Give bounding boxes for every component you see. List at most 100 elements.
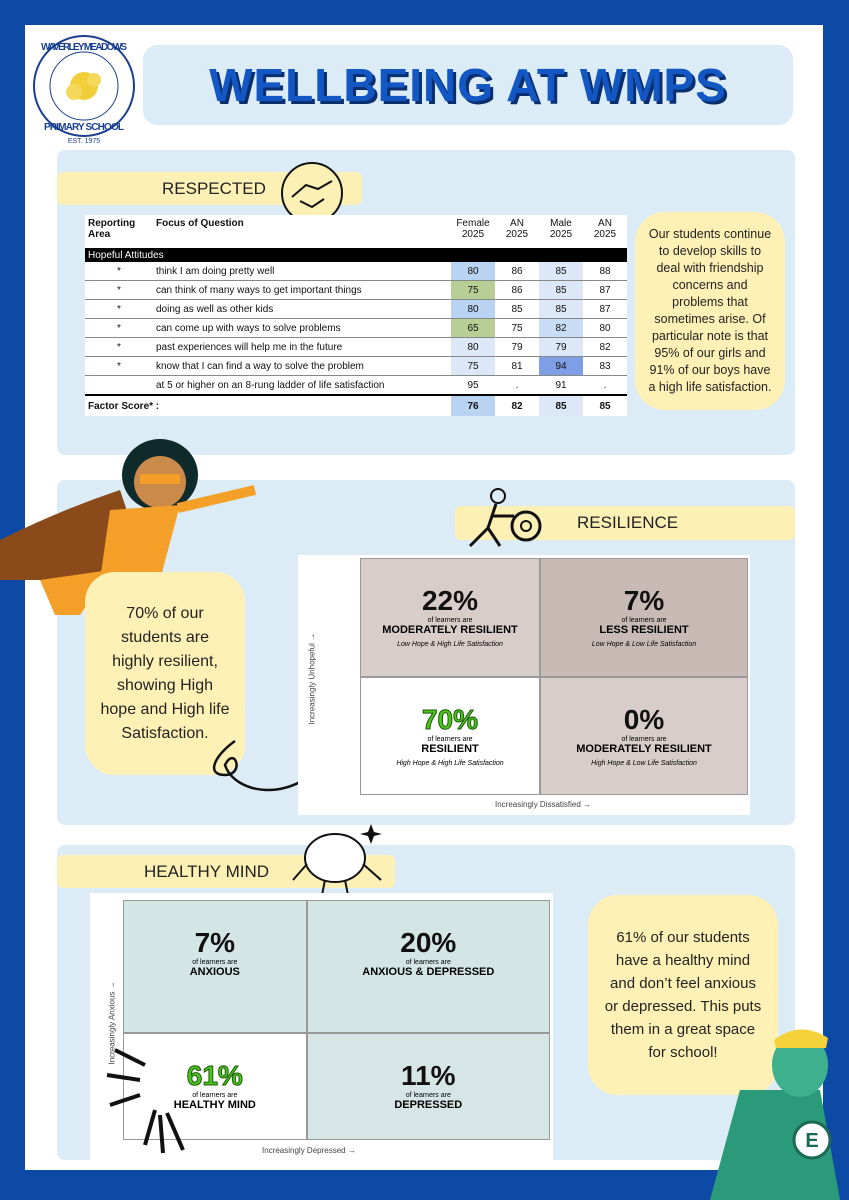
value-cell: 82: [539, 318, 583, 338]
quadrant: 22% of learners are MODERATELY RESILIENT Lo…: [360, 558, 541, 677]
data-row: * doing as well as other kids 80 85 85 87: [85, 299, 627, 319]
question-cell: at 5 or higher on an 8-rung ladder of li…: [156, 379, 385, 391]
value-cell: 79: [511, 341, 523, 353]
value-cell: 75: [451, 280, 495, 300]
quadrant-pre: of learners are: [427, 617, 473, 624]
question-cell: past experiences will help me in the fut…: [156, 341, 343, 353]
quadrant-sub: Low Hope & High Life Satisfaction: [397, 641, 503, 648]
marker-cell: *: [117, 360, 121, 372]
footer-value: 82: [511, 400, 523, 412]
gear-icon: [468, 488, 542, 548]
resilience-quadrants: 22% of learners are MODERATELY RESILIENT Lo…: [360, 558, 748, 795]
marker-cell: *: [117, 341, 121, 353]
value-cell: 85: [539, 262, 583, 281]
marker-cell: *: [117, 322, 121, 334]
quadrant: 7% of learners are ANXIOUS: [123, 900, 307, 1033]
footer-row: Factor Score* : 76 82 85 85: [85, 395, 627, 416]
quadrant-percent: 0%: [623, 703, 665, 735]
quadrant-pre: of learners are: [192, 959, 238, 966]
quadrant-sub: Low Hope & Low Life Satisfaction: [591, 641, 697, 648]
group-cell: Hopeful Attitudes: [88, 249, 164, 261]
quadrant-percent: 7%: [623, 585, 665, 616]
value-cell: 85: [539, 299, 583, 319]
quadrant-pre: of learners are: [405, 959, 451, 966]
burst-lines: [106, 1048, 185, 1154]
quadrant-pre: of learners are: [192, 1091, 238, 1099]
x-axis-label: Increasingly Depressed →: [262, 1146, 356, 1155]
marker-cell: *: [117, 265, 121, 277]
quadrant: 11% of learners are DEPRESSED: [306, 1032, 550, 1140]
quadrant-sub: High Hope & High Life Satisfaction: [396, 759, 504, 767]
y-axis-label: Increasingly Unhopeful →: [307, 632, 317, 725]
value-cell: 75: [511, 322, 523, 334]
value-cell: 81: [511, 360, 523, 372]
logo-bottom: PRIMARY SCHOOL: [44, 122, 124, 133]
quadrant-pre: of learners are: [427, 735, 473, 743]
results-table: Reporting Area Focus of Question Female 20…: [85, 215, 627, 416]
quadrant-label: ANXIOUS: [189, 966, 240, 978]
quadrant-percent: 11%: [401, 1059, 456, 1091]
data-row: * past experiences will help me in the fu…: [85, 337, 627, 357]
superhero-boy: E: [710, 1029, 840, 1200]
quadrant-label: HEALTHY MIND: [173, 1098, 256, 1111]
question-cell: doing as well as other kids: [156, 303, 274, 315]
header-cell: AN 2025: [593, 218, 617, 240]
quadrant-label: ANXIOUS & DEPRESSED: [362, 966, 495, 978]
marker-cell: [85, 376, 153, 396]
quadrant: 20% of learners are ANXIOUS & DEPRESSED: [306, 900, 550, 1033]
value-cell: 86: [511, 284, 523, 296]
quadrant-label: LESS RESILIENT: [599, 624, 689, 636]
quadrant: 70% of learners are RESILIENT High Hope & H…: [360, 676, 541, 795]
header-cell: Focus of Question: [156, 218, 244, 229]
data-row: * know that I can find a way to solve the…: [85, 356, 627, 376]
quadrant: 0% of learners are MODERATELY RESILIENT Hig…: [540, 676, 748, 795]
marker-cell: *: [117, 284, 121, 296]
quadrant-sub: High Hope & Low Life Satisfaction: [591, 759, 697, 767]
header-cell: Female 2025: [456, 218, 490, 240]
value-cell: 95: [467, 379, 479, 391]
question-cell: think I am doing pretty well: [156, 265, 275, 277]
data-row: * can come up with ways to solve problems…: [85, 318, 627, 338]
value-cell: 83: [599, 360, 611, 372]
footer-value: 85: [539, 395, 583, 416]
footer-value: 76: [451, 395, 495, 416]
question-cell: can come up with ways to solve problems: [156, 322, 341, 334]
quadrant: 7% of learners are LESS RESILIENT Low Hope …: [540, 558, 748, 677]
value-cell: 85: [539, 280, 583, 300]
value-cell: 75: [451, 356, 495, 376]
value-cell: 86: [511, 265, 523, 277]
healthy-quadrants: 7% of learners are ANXIOUS 20% of learners a…: [123, 900, 550, 1140]
logo-est: EST. 1975: [68, 138, 100, 145]
data-row: * can think of many ways to get important…: [85, 280, 627, 300]
footer-value: 85: [599, 400, 611, 412]
quadrant-pre: of learners are: [405, 1091, 451, 1099]
value-cell: 85: [511, 303, 523, 315]
question-cell: know that I can find a way to solve the …: [156, 360, 364, 372]
value-cell: 87: [599, 303, 611, 315]
value-cell: 80: [451, 299, 495, 319]
resilience-note: 70% of our students are highly resilient…: [85, 572, 245, 775]
logo-top: WAVERLEY MEADOWS: [41, 42, 127, 53]
value-cell: 79: [539, 337, 583, 357]
value-cell: 65: [451, 318, 495, 338]
quadrant-pre: of learners are: [621, 617, 667, 624]
quadrant-label: MODERATELY RESILIENT: [382, 624, 518, 636]
title: WELLBEING AT WMPS: [143, 45, 793, 125]
healthy-note: 61% of our students have a healthy mind …: [588, 895, 778, 1095]
brain-icon: [292, 824, 382, 901]
logo: WAVERLEY MEADOWS PRIMARY SCHOOL EST. 197…: [33, 35, 135, 145]
group-row: Hopeful Attitudes: [85, 248, 627, 262]
data-row: * think I am doing pretty well 80 86 85 88: [85, 262, 627, 281]
header-cell: AN 2025: [505, 218, 529, 240]
header-cell: Reporting Area: [88, 218, 136, 240]
quadrant-percent: 20%: [400, 927, 457, 958]
header-row: Reporting Area Focus of Question Female 20…: [85, 215, 627, 248]
quadrant-percent: 70%: [421, 703, 479, 735]
value-cell: 80: [451, 262, 495, 281]
quadrant-label: RESILIENT: [421, 742, 479, 755]
value-cell: 80: [451, 337, 495, 357]
quadrant-percent: 61%: [186, 1059, 243, 1091]
quadrant-label: DEPRESSED: [394, 1098, 463, 1111]
quadrant-label: MODERATELY RESILIENT: [576, 742, 712, 755]
